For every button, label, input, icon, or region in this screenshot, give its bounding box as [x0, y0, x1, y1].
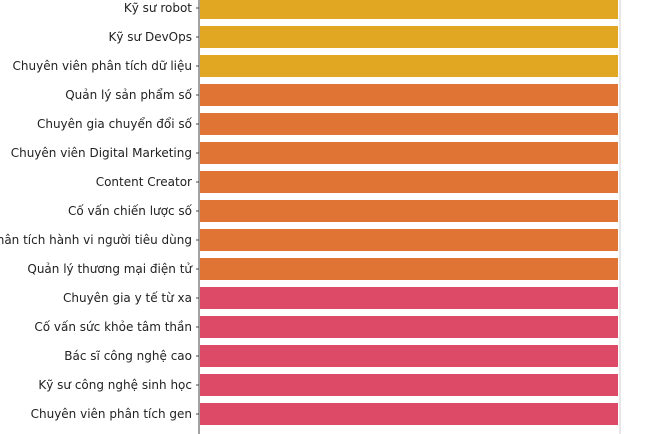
y-tick-label: Chuyên viên phân tích gen [31, 407, 192, 421]
y-tick-label: Kỹ sư công nghệ sinh học [38, 378, 192, 392]
y-tick-label: Chuyên viên Digital Marketing [11, 146, 192, 160]
bar [200, 403, 618, 425]
y-tick-label: Bác sĩ công nghệ cao [64, 349, 192, 363]
bar [200, 345, 618, 367]
bar [200, 142, 618, 164]
y-tick-label: Kỹ sư DevOps [109, 30, 193, 44]
bar [200, 171, 618, 193]
bar [200, 258, 618, 280]
y-tick-label: Chuyên gia y tế từ xa [63, 291, 192, 305]
bar [200, 374, 618, 396]
bar [200, 200, 618, 222]
y-tick-label: Kỹ sư robot [124, 1, 192, 15]
y-tick-label: Cố vấn chiến lược số [68, 204, 193, 218]
y-tick-label: Content Creator [96, 175, 192, 189]
bar [200, 84, 618, 106]
y-tick-label: Chuyên viên phân tích dữ liệu [13, 59, 192, 73]
bar [200, 316, 618, 338]
bar [200, 0, 618, 19]
y-tick-label: Cố vấn sức khỏe tâm thần [34, 320, 192, 334]
y-tick-label: Quản lý sản phẩm số [65, 88, 192, 102]
y-tick-label: Quản lý thương mại điện tử [27, 262, 193, 276]
bar [200, 26, 618, 48]
bar [200, 229, 618, 251]
y-tick-label: Chuyên gia chuyển đổi số [37, 117, 193, 131]
bar [200, 113, 618, 135]
bar [200, 287, 618, 309]
bar [200, 55, 618, 77]
y-tick-label: Phân tích hành vi người tiêu dùng [0, 233, 192, 247]
